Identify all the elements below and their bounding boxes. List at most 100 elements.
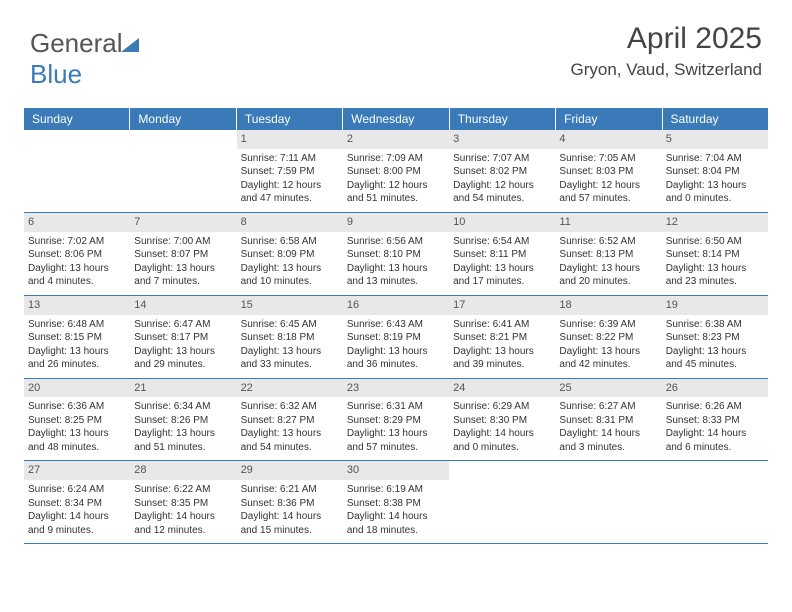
- calendar-week-row: 1Sunrise: 7:11 AMSunset: 7:59 PMDaylight…: [24, 130, 768, 213]
- daylight-line: Daylight: 13 hours and 42 minutes.: [559, 345, 657, 372]
- daylight-line: Daylight: 14 hours and 18 minutes.: [347, 510, 445, 537]
- sunrise-line: Sunrise: 6:38 AM: [666, 318, 764, 332]
- day-number: 15: [237, 296, 343, 315]
- sunset-line: Sunset: 8:25 PM: [28, 414, 126, 428]
- day-cell: 22Sunrise: 6:32 AMSunset: 8:27 PMDayligh…: [237, 379, 343, 461]
- day-number: 9: [343, 213, 449, 232]
- logo-text-2: Blue: [30, 59, 82, 89]
- sunset-line: Sunset: 8:21 PM: [453, 331, 551, 345]
- day-header: Saturday: [663, 108, 768, 130]
- sunset-line: Sunset: 8:14 PM: [666, 248, 764, 262]
- day-number: 4: [555, 130, 661, 149]
- day-number: 16: [343, 296, 449, 315]
- sunset-line: Sunset: 8:26 PM: [134, 414, 232, 428]
- day-cell: 5Sunrise: 7:04 AMSunset: 8:04 PMDaylight…: [662, 130, 768, 212]
- day-cell: 19Sunrise: 6:38 AMSunset: 8:23 PMDayligh…: [662, 296, 768, 378]
- logo-text-1: General: [30, 28, 123, 58]
- day-header: Monday: [130, 108, 236, 130]
- sunrise-line: Sunrise: 6:54 AM: [453, 235, 551, 249]
- day-cell: 26Sunrise: 6:26 AMSunset: 8:33 PMDayligh…: [662, 379, 768, 461]
- location-subtitle: Gryon, Vaud, Switzerland: [571, 60, 763, 80]
- sunset-line: Sunset: 8:13 PM: [559, 248, 657, 262]
- daylight-line: Daylight: 13 hours and 4 minutes.: [28, 262, 126, 289]
- day-number: 17: [449, 296, 555, 315]
- sunset-line: Sunset: 8:09 PM: [241, 248, 339, 262]
- sunrise-line: Sunrise: 6:56 AM: [347, 235, 445, 249]
- day-cell: 29 Sunrise: 6:21 AMSunset: 8:36 PMDayligh…: [237, 461, 343, 543]
- day-cell: 6Sunrise: 7:02 AMSunset: 8:06 PMDaylight…: [24, 213, 130, 295]
- sunrise-line: Sunrise: 6:39 AM: [559, 318, 657, 332]
- daylight-line: Daylight: 13 hours and 0 minutes.: [666, 179, 764, 206]
- day-number: 13: [24, 296, 130, 315]
- day-number: 26: [662, 379, 768, 398]
- daylight-line: Daylight: 13 hours and 26 minutes.: [28, 345, 126, 372]
- day-number: 20: [24, 379, 130, 398]
- day-number: 10: [449, 213, 555, 232]
- day-cell: 12Sunrise: 6:50 AMSunset: 8:14 PMDayligh…: [662, 213, 768, 295]
- sunset-line: Sunset: 8:31 PM: [559, 414, 657, 428]
- day-header: Tuesday: [237, 108, 343, 130]
- sunrise-line: Sunrise: 6:36 AM: [28, 400, 126, 414]
- sunset-line: Sunset: 8:38 PM: [347, 497, 445, 511]
- sunrise-line: Sunrise: 6:43 AM: [347, 318, 445, 332]
- day-cell: 4Sunrise: 7:05 AMSunset: 8:03 PMDaylight…: [555, 130, 661, 212]
- day-number: 18: [555, 296, 661, 315]
- day-number: 30: [343, 461, 449, 480]
- sunrise-line: Sunrise: 6:26 AM: [666, 400, 764, 414]
- sunrise-line: Sunrise: 6:58 AM: [241, 235, 339, 249]
- sunset-line: Sunset: 8:18 PM: [241, 331, 339, 345]
- day-number: 8: [237, 213, 343, 232]
- daylight-line: Daylight: 14 hours and 3 minutes.: [559, 427, 657, 454]
- day-number: 2: [343, 130, 449, 149]
- day-number: 19: [662, 296, 768, 315]
- day-number: 11: [555, 213, 661, 232]
- day-cell: 27Sunrise: 6:24 AMSunset: 8:34 PMDayligh…: [24, 461, 130, 543]
- daylight-line: Daylight: 13 hours and 45 minutes.: [666, 345, 764, 372]
- day-number: 25: [555, 379, 661, 398]
- sunset-line: Sunset: 8:07 PM: [134, 248, 232, 262]
- sunrise-line: Sunrise: 7:02 AM: [28, 235, 126, 249]
- sunset-line: Sunset: 8:02 PM: [453, 165, 551, 179]
- day-number: 6: [24, 213, 130, 232]
- daylight-line: Daylight: 13 hours and 29 minutes.: [134, 345, 232, 372]
- daylight-line: Daylight: 13 hours and 10 minutes.: [241, 262, 339, 289]
- sunrise-line: Sunrise: 6:50 AM: [666, 235, 764, 249]
- day-number: 12: [662, 213, 768, 232]
- sunset-line: Sunset: 8:33 PM: [666, 414, 764, 428]
- day-cell: 10Sunrise: 6:54 AMSunset: 8:11 PMDayligh…: [449, 213, 555, 295]
- day-cell: 1Sunrise: 7:11 AMSunset: 7:59 PMDaylight…: [237, 130, 343, 212]
- day-header: Sunday: [24, 108, 130, 130]
- calendar-weeks: 1Sunrise: 7:11 AMSunset: 7:59 PMDaylight…: [24, 130, 768, 544]
- daylight-line: Daylight: 13 hours and 51 minutes.: [134, 427, 232, 454]
- sunset-line: Sunset: 8:29 PM: [347, 414, 445, 428]
- sunset-line: Sunset: 8:11 PM: [453, 248, 551, 262]
- sunset-line: Sunset: 8:04 PM: [666, 165, 764, 179]
- day-number: 3: [449, 130, 555, 149]
- sunrise-line: Sunrise: 6:41 AM: [453, 318, 551, 332]
- day-header: Friday: [556, 108, 662, 130]
- logo: General Blue: [30, 28, 139, 90]
- day-number: 28: [130, 461, 236, 480]
- day-cell-empty: [24, 130, 130, 212]
- day-cell: 23Sunrise: 6:31 AMSunset: 8:29 PMDayligh…: [343, 379, 449, 461]
- daylight-line: Daylight: 13 hours and 33 minutes.: [241, 345, 339, 372]
- logo-triangle-icon: [121, 38, 139, 52]
- sunrise-line: Sunrise: 7:07 AM: [453, 152, 551, 166]
- day-cell: 21Sunrise: 6:34 AMSunset: 8:26 PMDayligh…: [130, 379, 236, 461]
- daylight-line: Daylight: 14 hours and 15 minutes.: [241, 510, 339, 537]
- day-number: 23: [343, 379, 449, 398]
- sunrise-line: Sunrise: 6:47 AM: [134, 318, 232, 332]
- sunrise-line: Sunrise: 6:21 AM: [241, 483, 339, 497]
- daylight-line: Daylight: 13 hours and 7 minutes.: [134, 262, 232, 289]
- day-number: 1: [237, 130, 343, 149]
- sunset-line: Sunset: 8:36 PM: [241, 497, 339, 511]
- day-number: 27: [24, 461, 130, 480]
- day-number: 29: [237, 461, 343, 480]
- sunset-line: Sunset: 8:35 PM: [134, 497, 232, 511]
- calendar-week-row: 20 Sunrise: 6:36 AMSunset: 8:25 PM Dayligh…: [24, 379, 768, 462]
- sunrise-line: Sunrise: 6:27 AM: [559, 400, 657, 414]
- sunset-line: Sunset: 8:27 PM: [241, 414, 339, 428]
- daylight-line: Daylight: 13 hours and 54 minutes.: [241, 427, 339, 454]
- day-cell: 28Sunrise: 6:22 AMSunset: 8:35 PMDayligh…: [130, 461, 236, 543]
- sunset-line: Sunset: 8:15 PM: [28, 331, 126, 345]
